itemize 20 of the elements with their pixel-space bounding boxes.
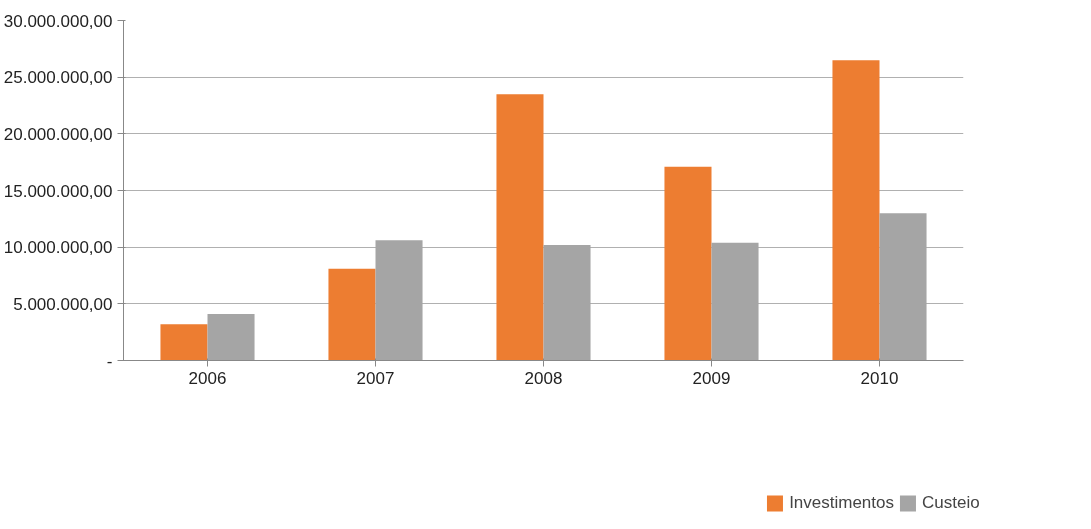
x-tick-label: 2009: [692, 368, 731, 388]
x-tick-label: 2007: [356, 368, 395, 388]
y-tick-label: 30.000.000,00: [3, 11, 113, 31]
legend-label: Custeio: [922, 493, 980, 513]
x-tick-label: 2006: [188, 368, 227, 388]
y-tick-label: 20.000.000,00: [3, 124, 113, 144]
legend-label: Investimentos: [789, 493, 895, 513]
y-tick-label: 15.000.000,00: [3, 181, 113, 201]
bar: [496, 94, 544, 361]
bar: [328, 268, 376, 361]
bar: [664, 166, 712, 361]
bar: [832, 60, 880, 361]
x-tick-label: 2010: [860, 368, 899, 388]
bar: [160, 324, 208, 361]
y-tick-label: 25.000.000,00: [3, 68, 113, 88]
bar: [207, 314, 255, 361]
y-tick-label: -: [106, 351, 113, 371]
y-tick-label: 5.000.000,00: [13, 294, 113, 314]
y-tick-label: 10.000.000,00: [3, 238, 113, 258]
x-tick-label: 2008: [524, 368, 563, 388]
